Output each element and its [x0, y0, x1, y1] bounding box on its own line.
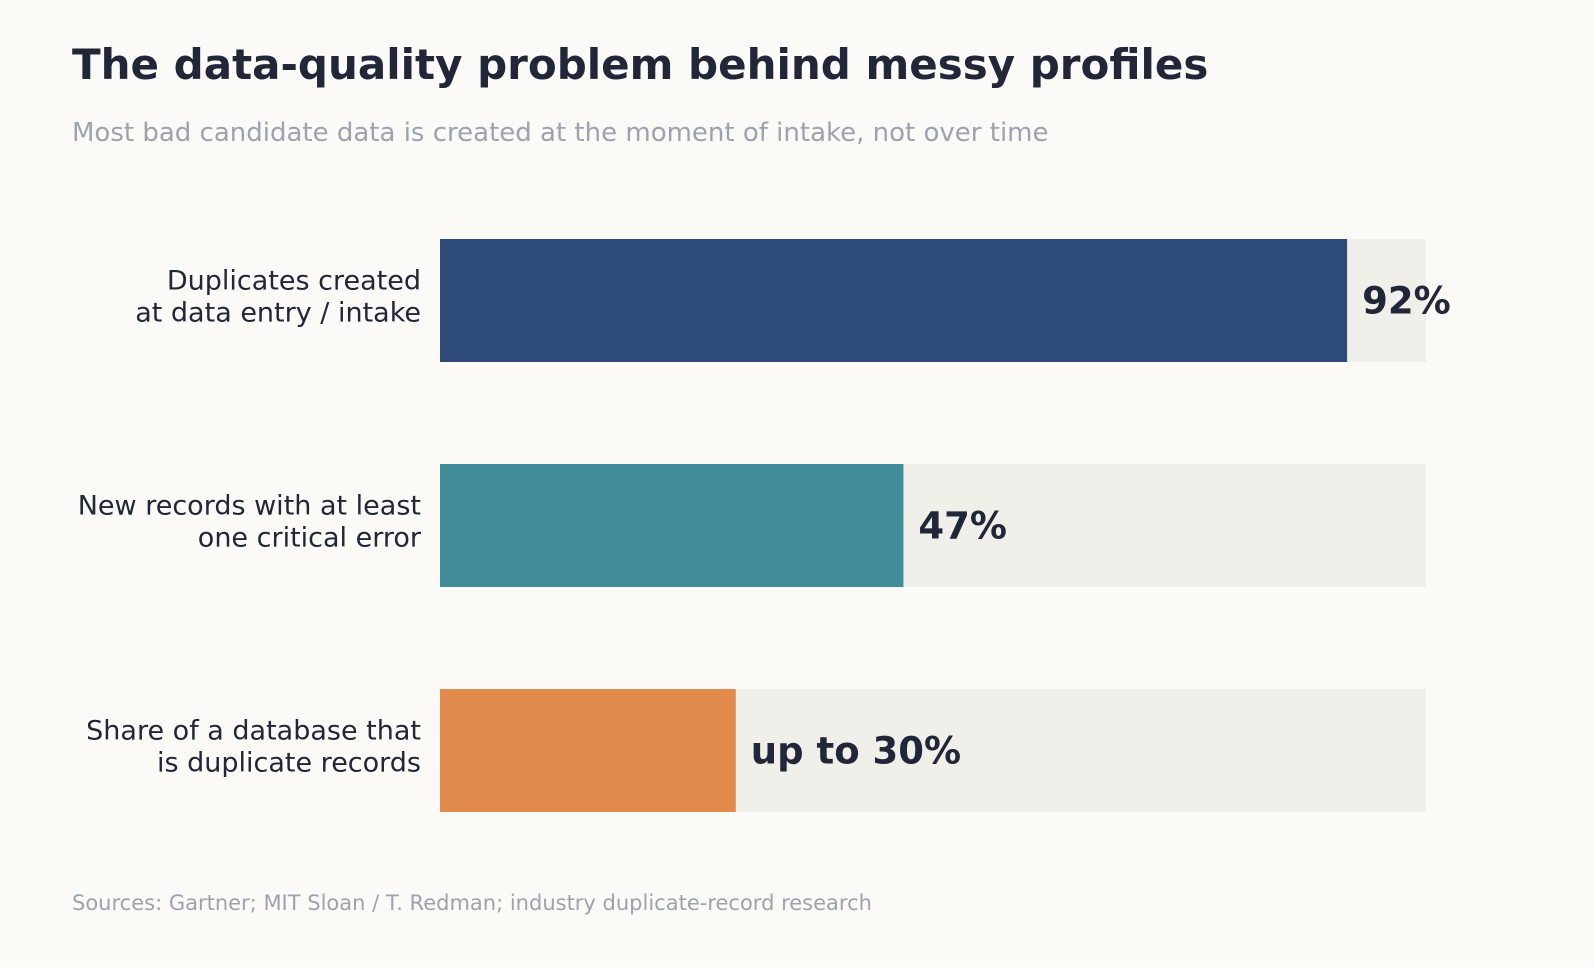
bar — [440, 689, 736, 812]
chart-title: The data-quality problem behind messy pr… — [72, 40, 1209, 89]
bar-value-label: 47% — [918, 505, 1007, 548]
source-note: Sources: Gartner; MIT Sloan / T. Redman;… — [72, 891, 872, 915]
category-label: Duplicates created — [167, 266, 421, 297]
category-label: New records with at least — [78, 491, 421, 522]
category-label: at data entry / intake — [135, 298, 421, 329]
bar — [440, 239, 1348, 362]
bar — [440, 464, 904, 587]
category-label: is duplicate records — [157, 748, 421, 779]
bar-value-label: up to 30% — [751, 730, 961, 773]
chart-subtitle: Most bad candidate data is created at th… — [72, 118, 1049, 148]
category-label: Share of a database that — [86, 716, 421, 747]
category-label: one critical error — [198, 523, 422, 554]
bar-value-label: 92% — [1362, 280, 1451, 323]
